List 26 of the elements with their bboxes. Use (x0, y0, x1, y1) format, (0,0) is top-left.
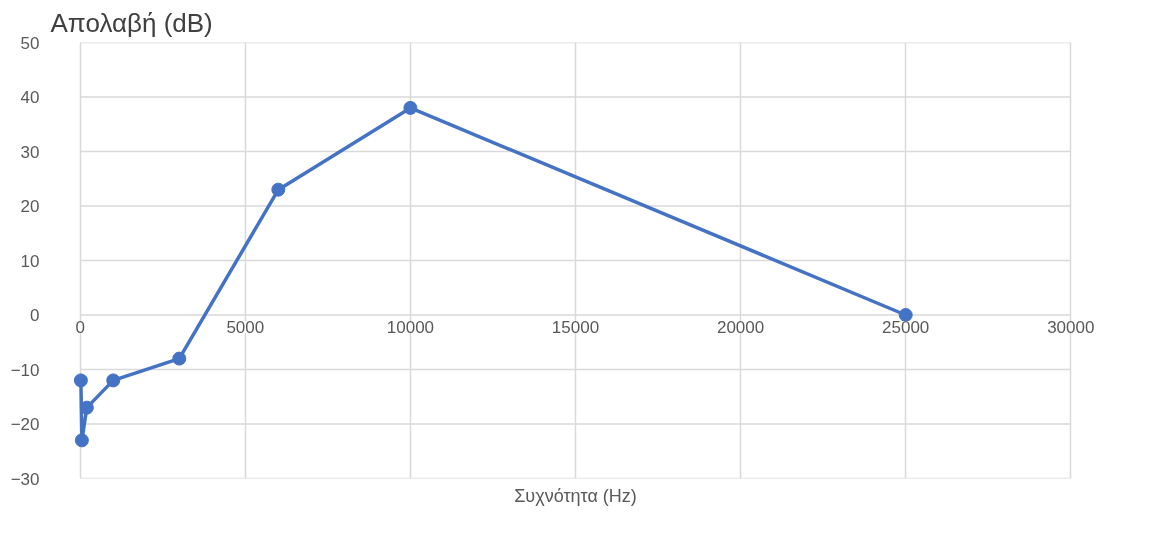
y-tick-label: 40 (20, 88, 40, 107)
y-tick-label: 30 (20, 142, 40, 162)
x-tick-label: 30000 (1047, 318, 1095, 337)
point (73, 373, 88, 388)
point (403, 100, 418, 115)
point (74, 433, 89, 448)
y-tick-label: −10 (10, 360, 40, 380)
point (172, 351, 187, 366)
point (79, 400, 94, 415)
chart-title: Απολαβή (dB) (50, 7, 213, 38)
x-axis-title: Συχνότητα (Hz) (514, 485, 637, 506)
x-tick-label: 15000 (551, 318, 600, 337)
point (898, 308, 913, 322)
y-tick-label: −30 (10, 469, 40, 489)
x-tick-label: 20000 (716, 318, 765, 337)
x-tick-label: 25000 (882, 318, 930, 337)
point (106, 373, 121, 388)
y-tick-label: 0 (30, 306, 40, 325)
x-tick-label: 10000 (386, 318, 435, 337)
y-tick-label: 10 (20, 251, 40, 271)
y-tick-label: 50 (20, 33, 40, 53)
point (271, 182, 286, 197)
x-tick-label: 0 (75, 318, 85, 337)
y-tick-label: 20 (20, 197, 40, 216)
x-tick-label: 5000 (226, 318, 265, 337)
y-tick-label: −20 (10, 415, 40, 434)
